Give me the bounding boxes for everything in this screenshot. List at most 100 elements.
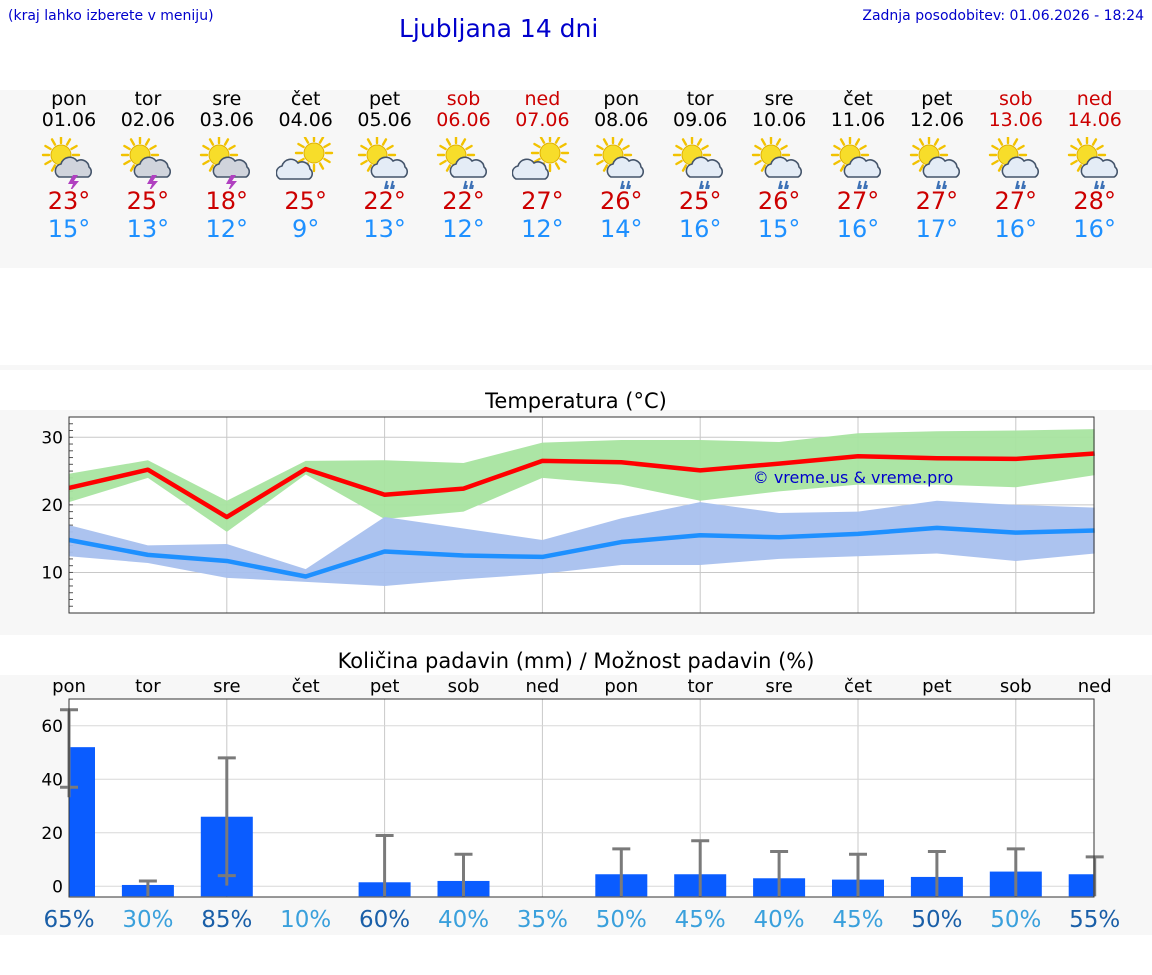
sun-ray <box>833 159 841 166</box>
forecast-days: pon 01.06 23° 15° tor 02.06 25° 13° sre 03.06 18° 1… <box>0 89 1152 269</box>
y-tick-label: 10 <box>41 563 63 583</box>
sun-ray <box>754 159 762 166</box>
day-name: sre <box>764 88 794 110</box>
rain-drop <box>383 180 388 189</box>
day-column: pet 12.06 27° 17° <box>897 89 977 243</box>
cloud-shape <box>606 156 645 189</box>
max-temp: 27° <box>836 187 880 215</box>
day-date: 05.06 <box>357 109 412 131</box>
sun-ray <box>296 142 305 149</box>
day-column: sre 03.06 18° 12° <box>187 89 267 243</box>
sun-ray <box>460 138 466 146</box>
max-temp: 22° <box>363 187 406 215</box>
rain-drop <box>786 184 790 189</box>
temperature-chart: 10 20 30 © vreme.us & vreme.pro <box>41 416 1095 614</box>
sun-ray <box>149 144 157 151</box>
sun-ray <box>296 157 305 164</box>
x-category-label: tor <box>687 676 713 697</box>
sun-ray <box>123 159 131 166</box>
cloud-shape <box>764 156 803 189</box>
rain-drop <box>626 180 631 189</box>
sun-ray <box>1076 164 1082 172</box>
precip-probability: 45% <box>832 907 883 933</box>
rain-drop <box>778 180 783 189</box>
max-temp: 25° <box>126 187 170 215</box>
max-temp: 26° <box>600 187 643 215</box>
day-name: čet <box>290 88 321 110</box>
cloud-outline <box>512 158 550 180</box>
cloud-outline <box>370 156 408 178</box>
precip-bar <box>1068 874 1094 897</box>
cloud-shape <box>54 156 93 189</box>
sun-ray <box>303 137 309 144</box>
lightning-bolt <box>146 175 158 189</box>
day-name: ned <box>1076 88 1113 110</box>
cloud-shape <box>1080 156 1118 189</box>
cloud-outline <box>133 156 171 178</box>
rain-drop <box>943 184 947 189</box>
min-temp: 13° <box>126 215 170 243</box>
precip-probability: 30% <box>122 907 173 933</box>
day-date: 06.06 <box>436 109 491 131</box>
day-date: 14.06 <box>1067 109 1122 131</box>
rain-drop <box>864 184 868 189</box>
cloud-shape <box>212 156 250 189</box>
sun-ray <box>44 159 52 166</box>
sun-ray <box>775 138 782 146</box>
rain-drop <box>707 184 711 189</box>
sun-ray <box>1095 144 1104 151</box>
x-category-label: ned <box>525 676 559 697</box>
sun-ray <box>438 144 447 151</box>
max-temp: 25° <box>678 187 722 215</box>
sun-ray <box>129 164 136 172</box>
sun-ray <box>1069 144 1078 151</box>
day-date: 03.06 <box>199 109 254 131</box>
x-category-label: ned <box>1078 676 1112 697</box>
sun-cloud-icon <box>512 137 570 180</box>
day-column: čet 11.06 27° 16° <box>818 89 898 243</box>
sun-ray <box>227 144 236 151</box>
watermark: © vreme.us & vreme.pro <box>753 468 954 487</box>
day-date: 08.06 <box>594 109 649 131</box>
sun-ray <box>1076 138 1082 146</box>
sun-ray <box>385 144 394 151</box>
last-updated: Zadnja posodobitev: 01.06.2026 - 18:24 <box>862 8 1144 24</box>
day-name: ned <box>524 88 561 110</box>
rain-drop <box>941 180 946 189</box>
precip-probability: 50% <box>911 907 962 933</box>
sun-ray <box>1069 159 1078 166</box>
cloud-shape <box>370 156 408 189</box>
sun-ray <box>696 138 703 146</box>
sun-ray <box>997 138 1003 146</box>
precip-probability: 50% <box>596 907 647 933</box>
rain-drop <box>1095 184 1099 189</box>
sun-ray <box>381 138 387 146</box>
lightning-bolt <box>68 175 79 189</box>
plot-frame <box>68 698 1095 898</box>
day-column: tor 02.06 25° 13° <box>108 89 188 243</box>
min-temp: 12° <box>442 215 485 243</box>
rain-drop <box>1016 184 1020 189</box>
location-hint: (kraj lahko izberete v meniju) <box>8 8 214 24</box>
day-column: sob 13.06 27° 16° <box>976 89 1056 243</box>
cloud-shape <box>449 156 487 189</box>
sun-cloud-icon <box>275 137 333 180</box>
sun-cloud-rain-icon <box>988 137 1039 189</box>
rain-drop <box>699 180 704 189</box>
sun-ray <box>912 159 920 166</box>
min-temp: 16° <box>678 215 722 243</box>
day-column: ned 14.06 28° 16° <box>1055 89 1135 243</box>
sun-ray <box>555 162 561 170</box>
day-date: 07.06 <box>515 109 570 131</box>
max-temp-band <box>69 429 1095 532</box>
day-date: 01.06 <box>41 109 97 131</box>
min-temp: 16° <box>994 215 1038 243</box>
min-temp: 13° <box>363 215 406 243</box>
day-column: pet 05.06 22° 13° <box>345 89 425 243</box>
x-category-label: tor <box>135 676 161 697</box>
cloud-outline <box>1001 156 1039 178</box>
sun-cloud-rain-icon <box>751 137 803 189</box>
sun-ray <box>918 164 925 172</box>
day-name: tor <box>134 88 162 110</box>
sun-ray <box>760 138 767 146</box>
